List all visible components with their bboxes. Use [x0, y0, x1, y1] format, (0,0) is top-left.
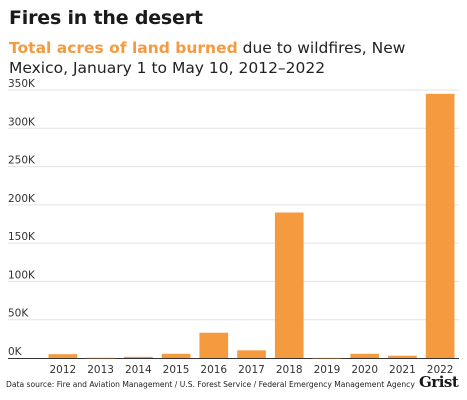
x-tick-label: 2020	[351, 364, 378, 376]
bar	[48, 354, 78, 358]
x-tick-label: 2017	[238, 364, 265, 376]
bar	[86, 357, 115, 359]
y-tick-label: 0K	[8, 346, 23, 358]
y-tick-labels: 0K 50K 100K 150K 200K 250K 300K 350K	[8, 78, 36, 358]
bar	[350, 353, 380, 358]
bar	[425, 93, 455, 358]
bar	[199, 332, 229, 358]
grid-lines	[8, 89, 459, 359]
bar	[388, 355, 417, 358]
y-tick-label: 300K	[8, 116, 36, 128]
y-tick-label: 350K	[8, 78, 36, 90]
grist-logo: Grist	[419, 373, 459, 391]
x-tick-label: 2013	[87, 364, 114, 376]
y-tick-label: 50K	[8, 308, 29, 320]
chart-title: Fires in the desert	[9, 7, 203, 29]
x-tick-labels: 2012 2013 2014 2015 2016 2017 2018 2019 2020 2021…	[49, 364, 453, 376]
bar	[274, 212, 304, 358]
bars	[48, 93, 455, 359]
y-tick-label: 250K	[8, 155, 36, 167]
y-tick-label: 200K	[8, 193, 36, 205]
bar	[123, 356, 153, 358]
y-tick-label: 150K	[8, 231, 36, 243]
x-tick-label: 2018	[276, 364, 303, 376]
x-tick-label: 2015	[163, 364, 190, 376]
x-tick-label: 2014	[125, 364, 152, 376]
x-tick-label: 2016	[200, 364, 227, 376]
x-tick-label: 2021	[389, 364, 416, 376]
bar	[312, 357, 342, 359]
subtitle-highlight: Total acres of land burned	[9, 39, 238, 57]
chart-subtitle: Total acres of land burned due to wildfi…	[9, 38, 459, 78]
bar	[237, 350, 266, 358]
y-tick-label: 100K	[8, 269, 36, 281]
x-tick-label: 2012	[49, 364, 76, 376]
data-source-note: Data source: Fire and Aviation Managemen…	[6, 380, 415, 389]
x-tick-label: 2019	[314, 364, 341, 376]
subtitle-rest: due to wildfires, New Mexico, January 1 …	[9, 39, 406, 77]
x-tick-label: 2022	[427, 364, 454, 376]
bar	[161, 353, 191, 358]
